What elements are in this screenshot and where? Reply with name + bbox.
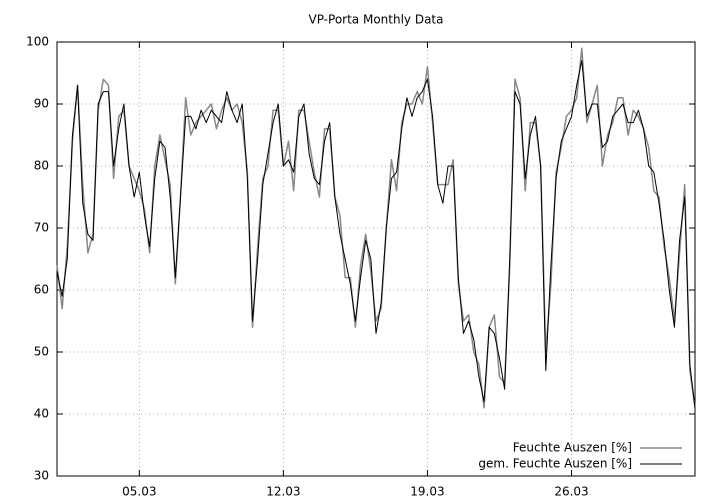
legend-label: Feuchte Auszen [%] [513,441,632,455]
plot-frame [56,41,696,477]
x-tick-label: 26.03 [554,485,588,499]
y-tick-label: 40 [34,407,49,421]
x-tick-label: 12.03 [266,485,300,499]
y-tick-label: 70 [34,221,49,235]
chart-title: VP-Porta Monthly Data [309,13,444,27]
x-tick-label: 19.03 [410,485,444,499]
x-tick-label: 05.03 [122,485,156,499]
data-line [56,60,696,408]
y-tick-label: 100 [26,35,49,49]
y-tick-label: 90 [34,97,49,111]
y-tick-label: 50 [34,345,49,359]
y-tick-label: 80 [34,159,49,173]
data-line [56,47,696,409]
legend-label: gem. Feuchte Auszen [%] [478,457,632,471]
y-tick-label: 60 [34,283,49,297]
y-tick-label: 30 [34,469,49,483]
